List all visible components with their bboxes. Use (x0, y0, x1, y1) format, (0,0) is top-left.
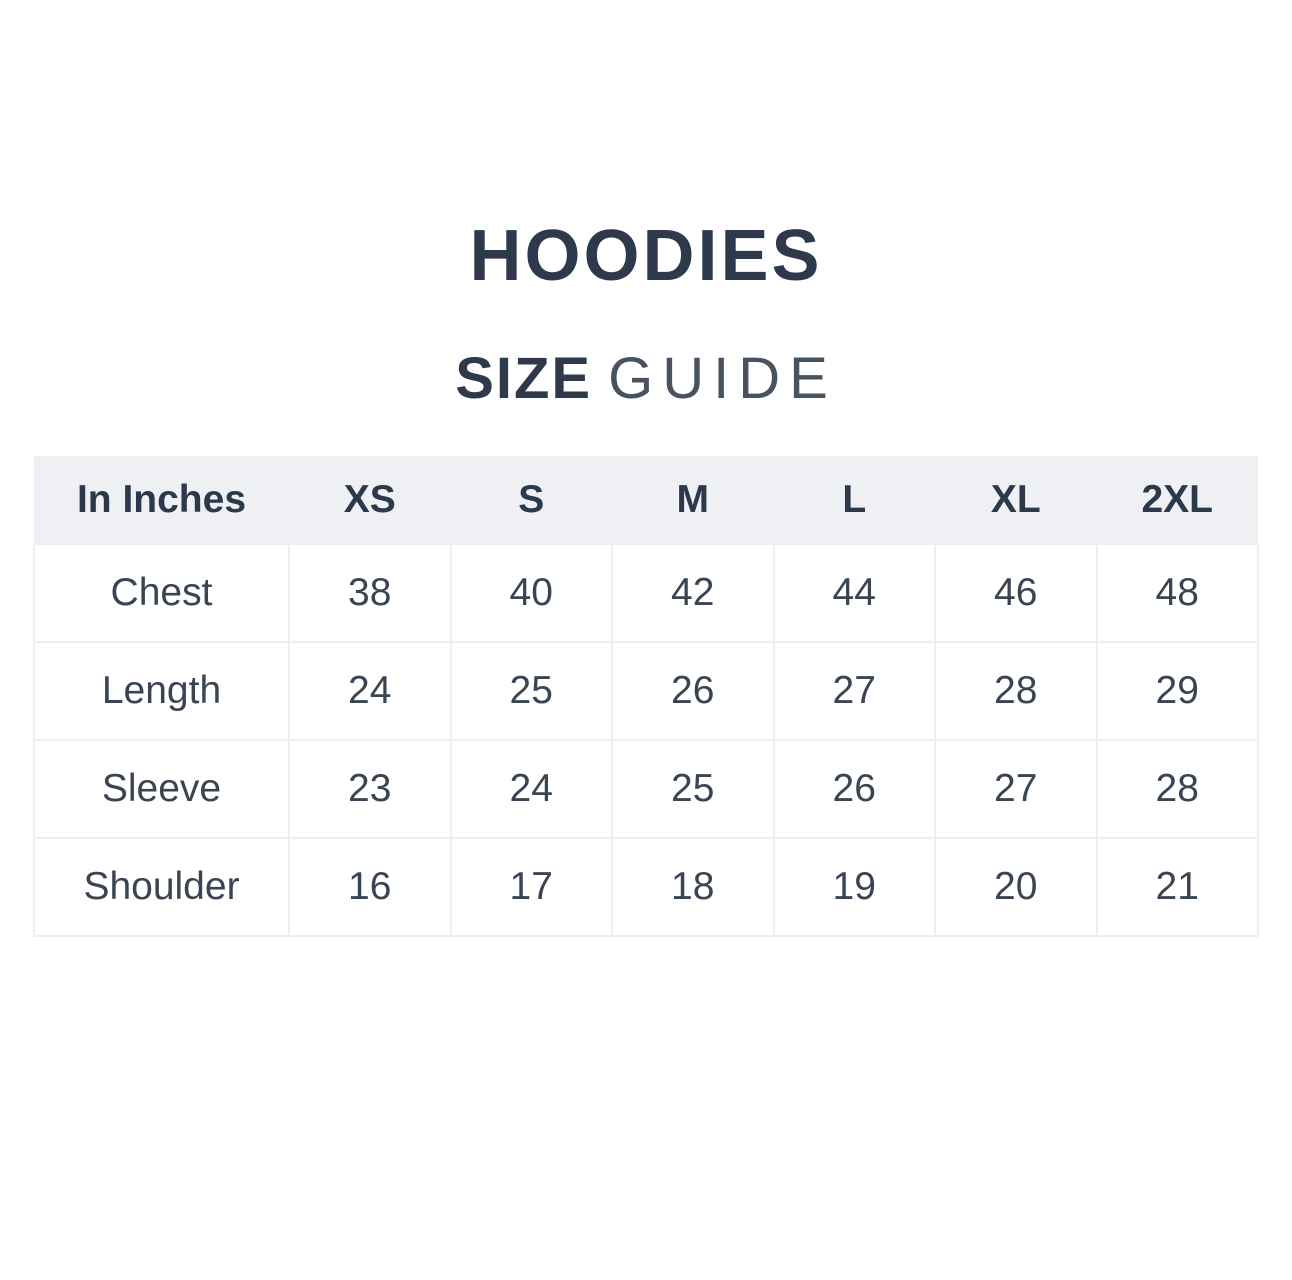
row-label-length: Length (33, 641, 290, 741)
page-title: HOODIES (469, 216, 823, 296)
row-label-chest: Chest (33, 543, 290, 643)
subtitle-light-word: GUIDE (608, 346, 837, 411)
header-cell-s: S (450, 456, 612, 544)
cell-length-m: 26 (611, 641, 775, 741)
cell-shoulder-m: 18 (611, 837, 775, 937)
cell-length-xs: 24 (288, 641, 452, 741)
size-table: In Inches XS S M L XL 2XL Chest 38 40 42… (33, 456, 1259, 937)
header-cell-2xl: 2XL (1096, 456, 1258, 544)
cell-shoulder-xl: 20 (934, 837, 1098, 937)
cell-chest-xl: 46 (934, 543, 1098, 643)
cell-sleeve-xl: 27 (934, 739, 1098, 839)
cell-chest-m: 42 (611, 543, 775, 643)
cell-length-xl: 28 (934, 641, 1098, 741)
table-header-row: In Inches XS S M L XL 2XL (34, 456, 1258, 544)
cell-shoulder-s: 17 (449, 837, 613, 937)
header-cell-unit: In Inches (34, 456, 289, 544)
cell-chest-2xl: 48 (1095, 543, 1259, 643)
cell-length-l: 27 (772, 641, 936, 741)
header-cell-m: M (612, 456, 774, 544)
table-row-shoulder: Shoulder 16 17 18 19 20 21 (33, 837, 1259, 937)
cell-chest-s: 40 (449, 543, 613, 643)
cell-length-s: 25 (449, 641, 613, 741)
header-cell-l: L (773, 456, 935, 544)
header-cell-xs: XS (289, 456, 451, 544)
cell-length-2xl: 29 (1095, 641, 1259, 741)
cell-shoulder-2xl: 21 (1095, 837, 1259, 937)
cell-chest-l: 44 (772, 543, 936, 643)
cell-sleeve-2xl: 28 (1095, 739, 1259, 839)
cell-shoulder-xs: 16 (288, 837, 452, 937)
cell-chest-xs: 38 (288, 543, 452, 643)
header-cell-xl: XL (935, 456, 1097, 544)
cell-sleeve-m: 25 (611, 739, 775, 839)
page-subtitle: SIZE GUIDE (0, 350, 1292, 408)
subtitle-bold-word: SIZE (455, 346, 593, 411)
row-label-sleeve: Sleeve (33, 739, 290, 839)
cell-sleeve-l: 26 (772, 739, 936, 839)
cell-sleeve-xs: 23 (288, 739, 452, 839)
cell-sleeve-s: 24 (449, 739, 613, 839)
table-row-chest: Chest 38 40 42 44 46 48 (33, 543, 1259, 643)
table-row-length: Length 24 25 26 27 28 29 (33, 641, 1259, 741)
row-label-shoulder: Shoulder (33, 837, 290, 937)
table-row-sleeve: Sleeve 23 24 25 26 27 28 (33, 739, 1259, 839)
cell-shoulder-l: 19 (772, 837, 936, 937)
